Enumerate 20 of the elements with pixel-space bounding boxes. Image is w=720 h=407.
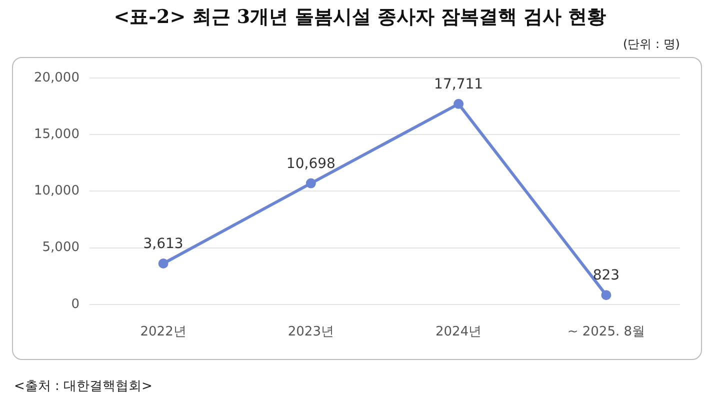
point bbox=[601, 290, 612, 300]
y-tick-label: 20,000 bbox=[34, 70, 80, 86]
text: <출처 : 대한결핵협회> bbox=[14, 378, 152, 395]
text: 823 bbox=[592, 268, 620, 284]
point bbox=[454, 98, 464, 109]
y-tick-label: 0 bbox=[71, 296, 80, 312]
chart-subtitle: (단위 : 명) bbox=[622, 36, 680, 53]
point bbox=[306, 178, 316, 188]
chart-title: <표-2> 최근 3개년 돌봄시설 종사자 잠복결핵 검사 현황 bbox=[112, 5, 608, 30]
y-tick-label: 15,000 bbox=[34, 126, 80, 142]
x-tick-label: 2024년 bbox=[436, 324, 482, 340]
y-tick-label: 5,000 bbox=[42, 240, 80, 256]
y-tick-label: 10,000 bbox=[34, 184, 80, 199]
x-tick-label: ~ 2025. 8월 bbox=[567, 324, 646, 340]
text: 3,613 bbox=[143, 236, 184, 252]
x-tick-label: 2023년 bbox=[288, 324, 334, 340]
text: 17,711 bbox=[434, 76, 484, 93]
point bbox=[158, 258, 168, 268]
text: 10,698 bbox=[286, 156, 336, 172]
x-tick-label: 2022년 bbox=[140, 324, 186, 340]
